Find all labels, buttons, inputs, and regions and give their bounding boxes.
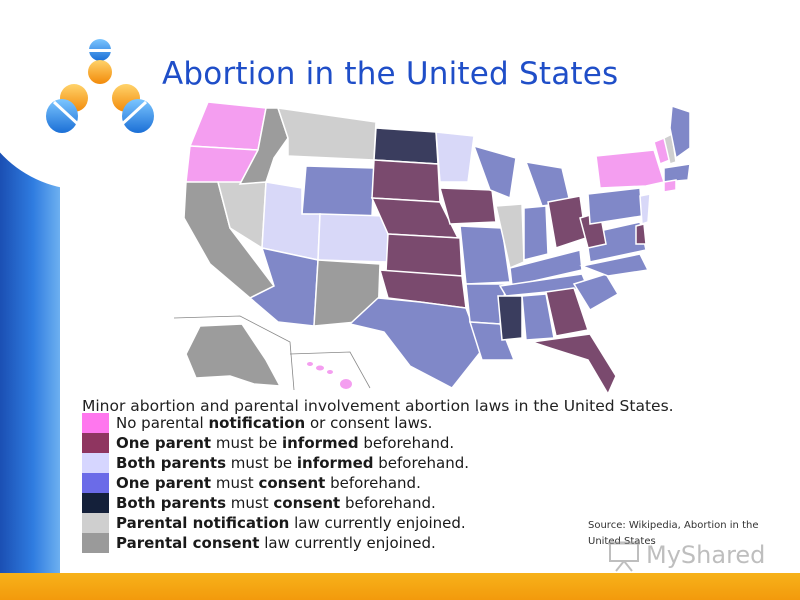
legend-swatch bbox=[82, 473, 109, 493]
legend-label: Both parents must consent beforehand. bbox=[116, 494, 436, 512]
source-line: Source: Wikipedia, Abortion in the bbox=[588, 520, 759, 531]
legend-swatch bbox=[82, 413, 109, 433]
legend-label: Both parents must be informed beforehand… bbox=[116, 454, 470, 472]
legend-swatch bbox=[82, 453, 109, 473]
legend-swatch bbox=[82, 513, 109, 533]
map-caption: Minor abortion and parental involvement … bbox=[82, 397, 674, 415]
watermark: MyShared bbox=[606, 539, 766, 573]
legend-label: One parent must consent beforehand. bbox=[116, 474, 421, 492]
legend-label: One parent must be informed beforehand. bbox=[116, 434, 455, 452]
legend-label: No parental notification or consent laws… bbox=[116, 414, 433, 432]
presentation-icon bbox=[608, 541, 640, 572]
us-map-image bbox=[173, 101, 690, 396]
page-title: Abortion in the United States bbox=[162, 56, 619, 92]
legend-label: Parental consent law currently enjoined. bbox=[116, 534, 436, 552]
legend-swatch bbox=[82, 493, 109, 513]
figures-logo-icon bbox=[46, 39, 154, 133]
legend-label-prefix: No parental bbox=[116, 414, 209, 432]
watermark-text: MyShared bbox=[646, 541, 766, 569]
legend-label: Parental notification law currently enjo… bbox=[116, 514, 466, 532]
bottom-accent-bar bbox=[0, 573, 800, 600]
legend-swatch bbox=[82, 533, 109, 553]
legend-swatch bbox=[82, 433, 109, 453]
